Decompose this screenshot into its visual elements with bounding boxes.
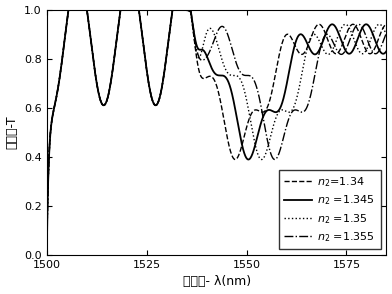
X-axis label: 光波长- λ(nm): 光波长- λ(nm) (183, 275, 250, 288)
Legend: $n_2$=1.34, $n_2$ =1.345, $n_2$ =1.35, $n_2$ =1.355: $n_2$=1.34, $n_2$ =1.345, $n_2$ =1.35, $… (278, 170, 381, 250)
Y-axis label: 透射率-T: 透射率-T (5, 116, 18, 149)
